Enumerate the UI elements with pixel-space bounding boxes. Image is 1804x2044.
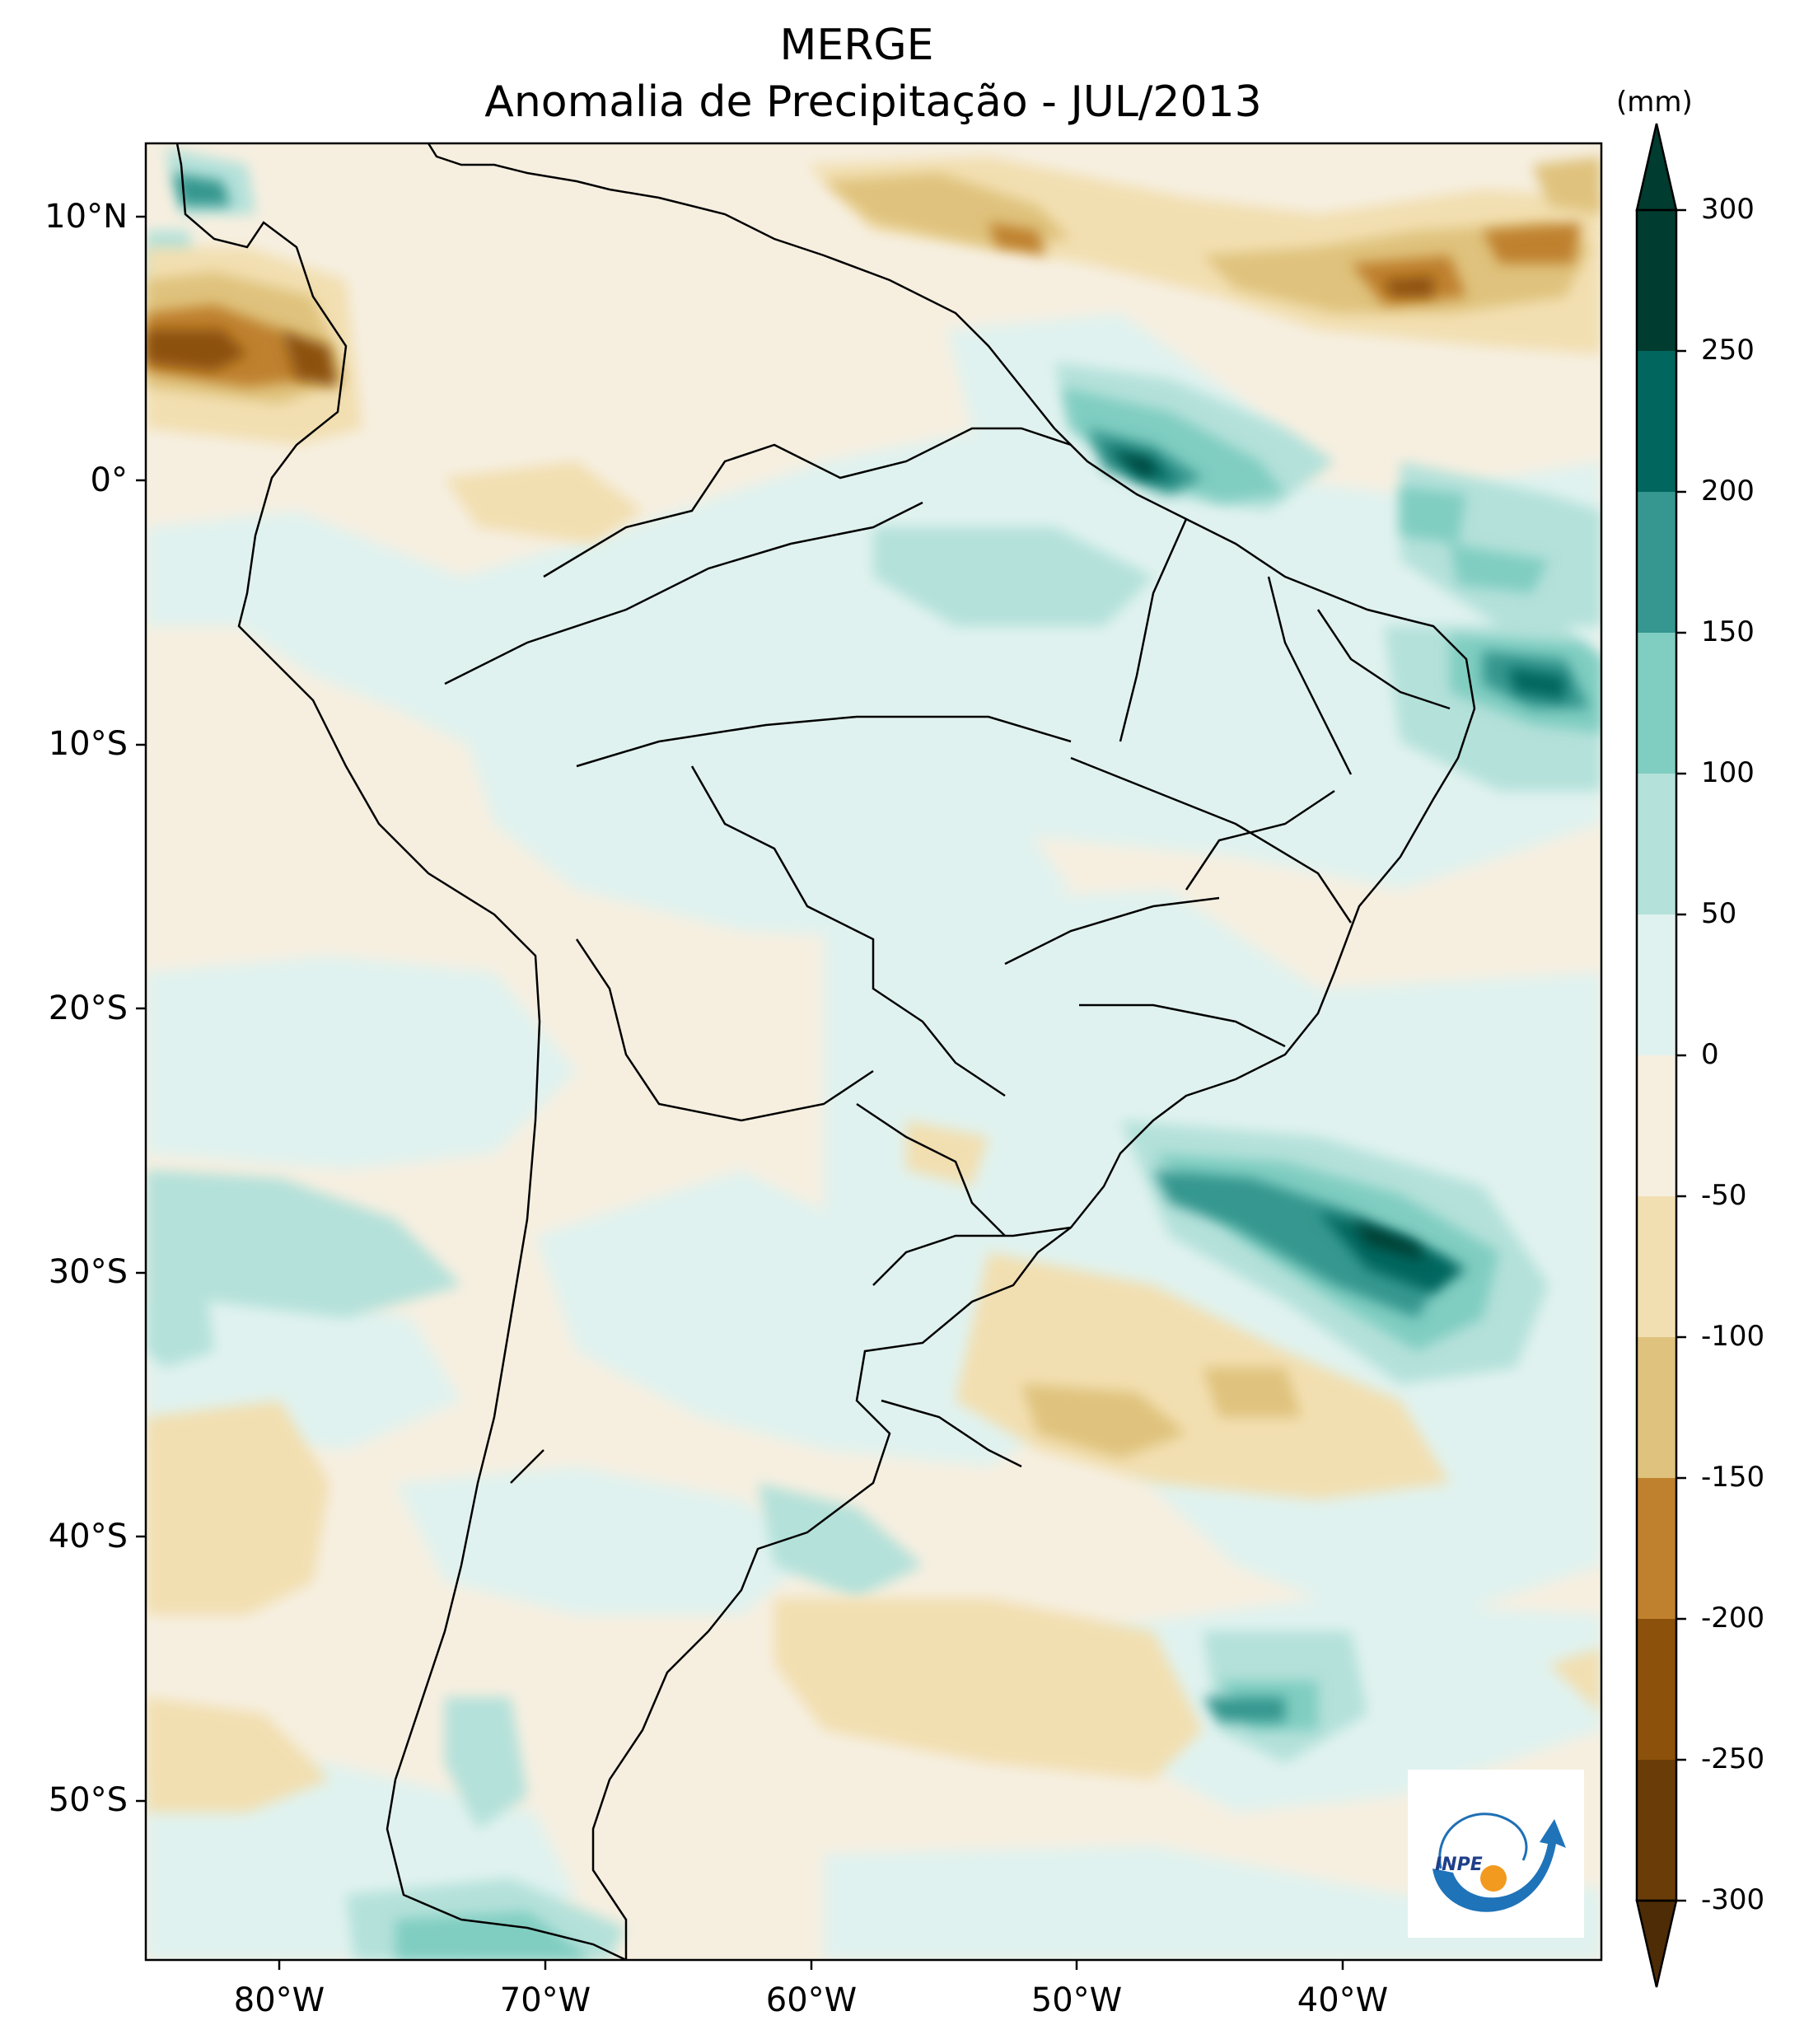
colorbar-tick-label: 0	[1701, 1038, 1719, 1071]
coastline	[175, 143, 1476, 1960]
lat-tick: 20°S	[48, 989, 128, 1027]
colorbar-tick-label: -200	[1701, 1602, 1765, 1635]
lat-tick: 10°S	[48, 725, 128, 763]
colorbar-tick-label: -50	[1701, 1179, 1747, 1212]
plot-frame	[144, 142, 1603, 1962]
anomaly-field	[146, 143, 1601, 1960]
colorbar-tick-label: -300	[1701, 1883, 1765, 1916]
colorbar-unit: (mm)	[1616, 86, 1693, 119]
colorbar	[1635, 123, 1686, 1988]
map-title-line1: MERGE	[779, 21, 934, 70]
inpe-logo: INPE	[1408, 1770, 1584, 1938]
lon-tick: 80°W	[233, 1981, 325, 2019]
colorbar-tick-label: -150	[1701, 1461, 1765, 1494]
colorbar-tick-label: 300	[1701, 193, 1755, 226]
lon-tick: 40°W	[1297, 1981, 1389, 2019]
lat-tick: 50°S	[48, 1781, 128, 1819]
svg-text:INPE: INPE	[1435, 1855, 1483, 1875]
lat-tick: 10°N	[44, 198, 128, 236]
lon-tick: 60°W	[765, 1981, 858, 2019]
lat-tick: 0°	[90, 461, 128, 499]
colorbar-tick-label: -100	[1701, 1320, 1765, 1353]
colorbar-tick-label: 100	[1701, 756, 1755, 789]
lat-tick: 40°S	[48, 1518, 128, 1555]
lon-tick: 50°W	[1031, 1981, 1123, 2019]
colorbar-tick-label: 50	[1701, 897, 1737, 930]
colorbar-tick-label: 200	[1701, 475, 1755, 507]
colorbar-tick-label: 250	[1701, 334, 1755, 367]
map-title-line2: Anomalia de Precipitação - JUL/2013	[484, 77, 1262, 127]
axis-ticks	[136, 215, 1344, 1970]
colorbar-tick-label: -250	[1701, 1742, 1765, 1775]
colorbar-tick-label: 150	[1701, 615, 1755, 648]
lat-tick: 30°S	[48, 1253, 128, 1291]
lon-tick: 70°W	[499, 1981, 591, 2019]
